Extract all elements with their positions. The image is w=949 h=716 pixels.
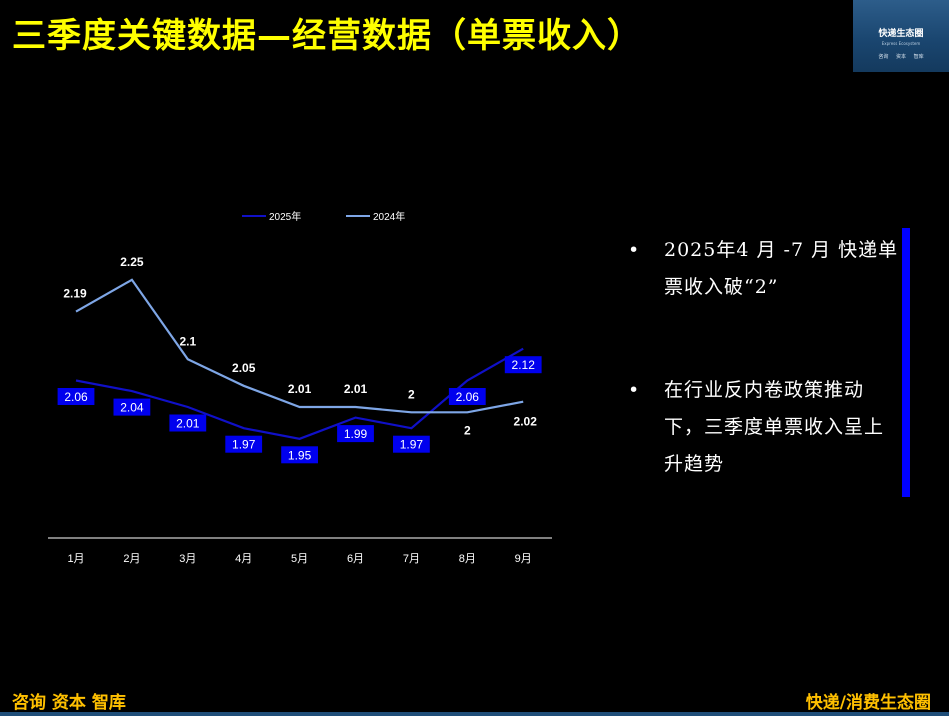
data-label: 2.19 <box>63 287 87 301</box>
x-tick-label: 7月 <box>403 553 420 565</box>
data-label-box <box>169 414 207 432</box>
data-label: 1.97 <box>400 438 424 452</box>
x-tick-label: 3月 <box>179 553 196 565</box>
series-line <box>75 347 524 440</box>
logo-name: 快递生态圈 <box>878 29 924 39</box>
logo-tag: 咨询 <box>878 54 889 60</box>
x-tick-label: 6月 <box>347 553 364 565</box>
bullet-item: • 2025年4 月 -7 月 快递单票收入破“2” <box>628 232 898 312</box>
data-label: 2.1 <box>179 334 196 348</box>
data-label-box <box>225 435 263 453</box>
legend-label: 2025年 <box>269 210 301 223</box>
data-label: 1.97 <box>232 438 256 452</box>
data-label-box <box>393 435 430 453</box>
bullet-dot: • <box>628 239 640 261</box>
x-tick-label: 8月 <box>459 553 476 565</box>
data-label: 2.06 <box>456 390 480 404</box>
x-tick-label: 9月 <box>515 553 532 565</box>
data-label-box <box>448 388 486 405</box>
bullet-text: 2025年4 月 -7 月 快递单票收入破“2” <box>664 239 899 298</box>
logo-tag: 智库 <box>913 54 924 60</box>
x-tick-label: 4月 <box>235 553 252 565</box>
data-label: 2.04 <box>120 401 144 415</box>
logo-tag: 资本 <box>895 54 906 60</box>
x-tick-label: 1月 <box>67 553 84 565</box>
logo-tags: 咨询 资本 智库 <box>853 53 949 60</box>
data-label-box <box>113 398 151 416</box>
data-label: 2 <box>464 423 471 437</box>
data-label-box <box>281 446 318 464</box>
bottom-rule <box>0 712 949 716</box>
footer-left-text: 咨询 资本 智库 <box>12 693 126 713</box>
footer-right-text: 快递/消费生态圈 <box>805 693 931 713</box>
data-label: 1.95 <box>288 448 312 462</box>
data-label: 2.01 <box>288 382 312 396</box>
series-line <box>75 278 524 414</box>
data-label-box <box>337 425 374 443</box>
data-label: 2.01 <box>344 382 368 396</box>
page-title: 三季度关键数据—经营数据（单票收入） <box>12 16 642 56</box>
data-label: 2.01 <box>176 417 200 431</box>
data-label: 2.02 <box>514 415 538 429</box>
bullet-dot: • <box>628 379 640 401</box>
data-label: 2.05 <box>232 361 256 375</box>
data-label: 2.25 <box>120 255 144 269</box>
data-label: 2.06 <box>64 390 88 404</box>
bullet-item: • 在行业反内卷政策推动下，三季度单票收入呈上升趋势 <box>628 372 898 492</box>
x-tick-label: 2月 <box>123 553 140 565</box>
accent-bar <box>902 228 910 497</box>
data-label: 2.12 <box>512 358 536 372</box>
data-label: 2 <box>408 387 415 401</box>
data-label-box <box>57 388 95 405</box>
legend-label: 2024年 <box>373 210 405 223</box>
data-label-box <box>504 356 542 374</box>
data-label: 1.99 <box>344 427 368 441</box>
x-tick-label: 5月 <box>291 553 308 565</box>
brand-logo: 快递生态圈 Express Ecosystem 咨询 资本 智库 <box>853 0 949 72</box>
bullet-text: 在行业反内卷政策推动下，三季度单票收入呈上升趋势 <box>664 379 885 475</box>
logo-subtitle: Express Ecosystem <box>881 41 921 46</box>
